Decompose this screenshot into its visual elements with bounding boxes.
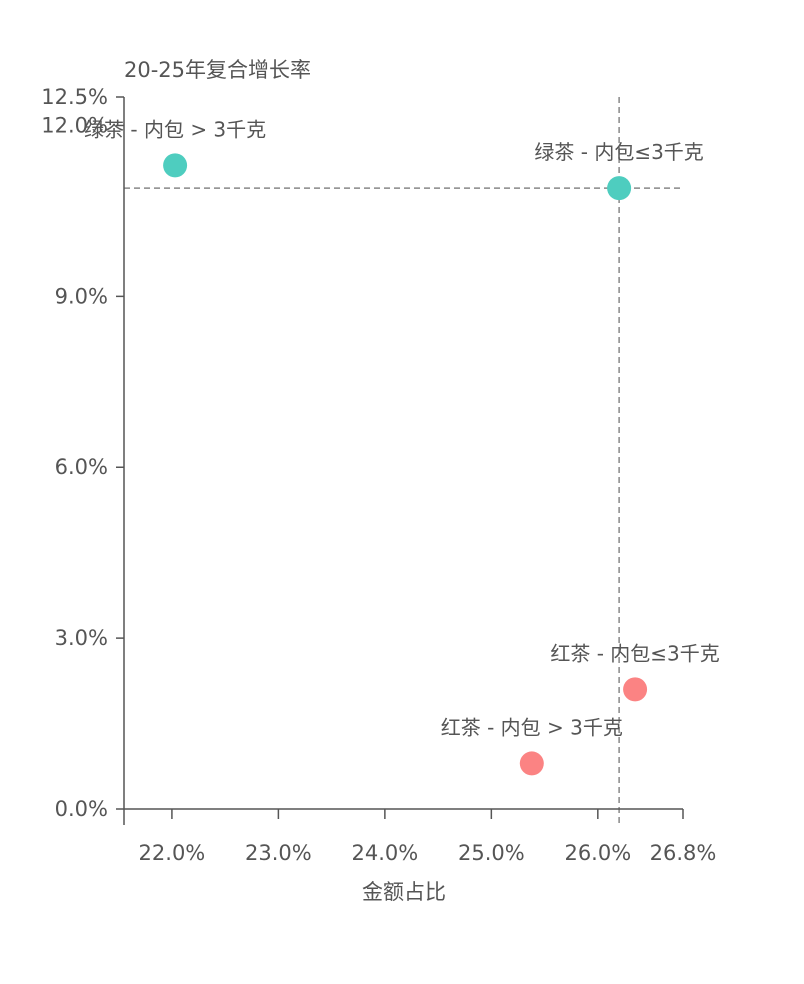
y-axis-title: 20-25年复合增长率	[124, 58, 311, 82]
data-point-label: 红茶 - 内包 > 3千克	[441, 715, 623, 739]
x-tick-label: 26.0%	[564, 841, 631, 865]
y-tick-label: 12.5%	[41, 85, 108, 109]
x-tick-label: 25.0%	[458, 841, 525, 865]
data-point-label: 红茶 - 内包≤3千克	[550, 641, 719, 665]
y-tick-label: 0.0%	[55, 797, 108, 821]
x-tick-label: 22.0%	[139, 841, 206, 865]
data-point	[163, 153, 188, 178]
data-point	[623, 677, 648, 702]
x-axis-title: 金额占比	[362, 880, 446, 904]
x-tick-label: 23.0%	[245, 841, 312, 865]
y-tick-label: 6.0%	[55, 455, 108, 479]
data-point	[519, 751, 544, 776]
x-tick-label: 26.8%	[650, 841, 717, 865]
y-tick-label: 12.0%	[41, 113, 108, 137]
reference-lines	[124, 97, 683, 825]
x-tick-label: 24.0%	[352, 841, 419, 865]
y-tick-label: 3.0%	[55, 626, 108, 650]
y-tick-label: 9.0%	[55, 284, 108, 308]
data-point-label: 绿茶 - 内包 > 3千克	[84, 117, 266, 141]
data-point-label: 绿茶 - 内包≤3千克	[534, 140, 703, 164]
axes: 22.0% 23.0% 24.0% 25.0% 26.0% 26.8% 0.0% 3.0% 6.…	[41, 85, 716, 865]
data-point	[607, 176, 632, 201]
